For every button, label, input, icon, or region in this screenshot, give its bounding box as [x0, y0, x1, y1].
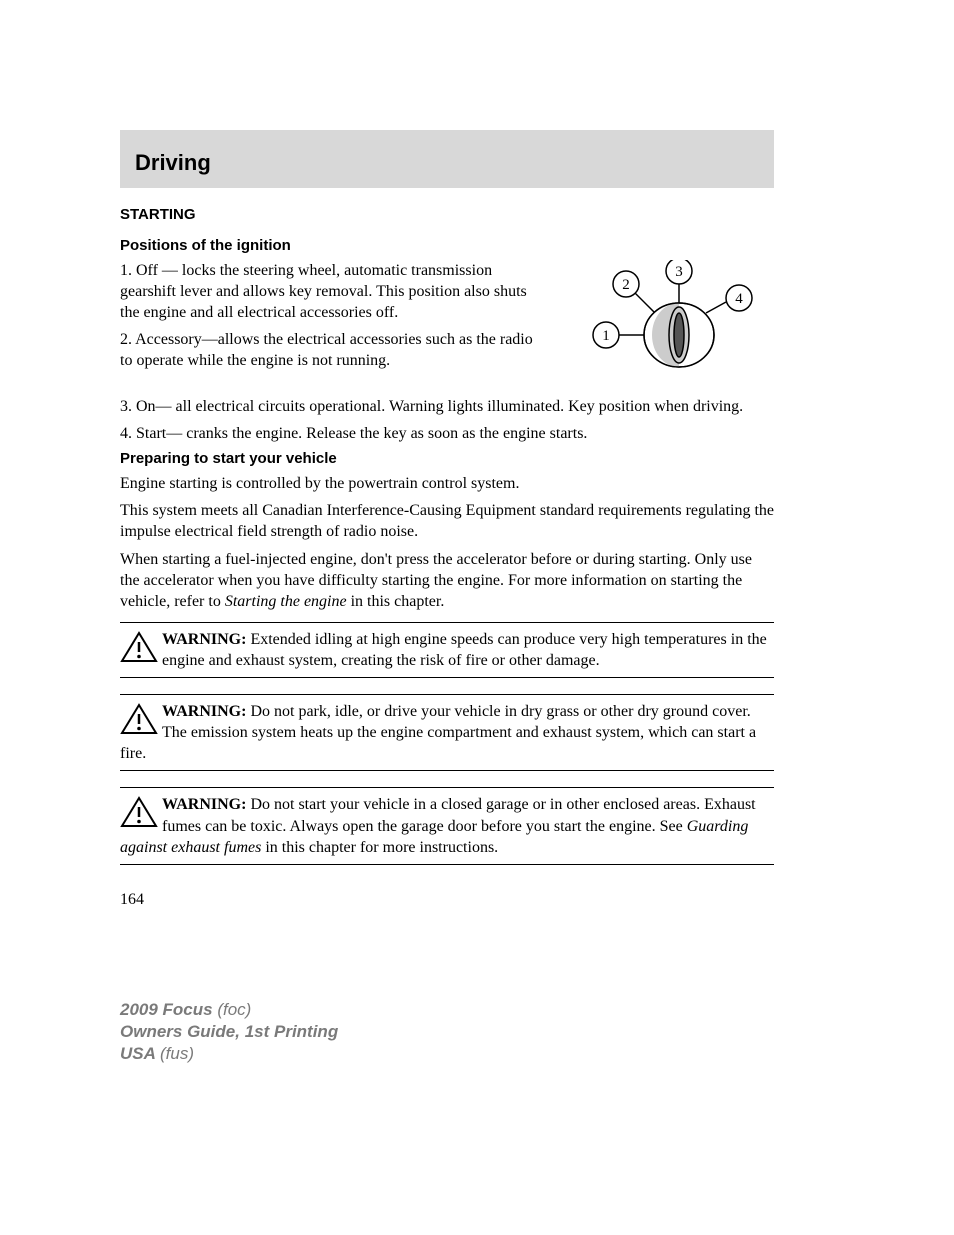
- warning-icon: [120, 703, 158, 735]
- footer-code-1: (foc): [217, 1000, 251, 1019]
- prep-3-italic: Starting the engine: [225, 593, 347, 610]
- warning-icon: [120, 796, 158, 828]
- position-3: 3. On— all electrical circuits operation…: [120, 396, 774, 417]
- footer-region: USA: [120, 1044, 160, 1063]
- warning-icon: [120, 631, 158, 663]
- page: Driving STARTING Positions of the igniti…: [0, 0, 954, 1125]
- heading-starting: STARTING: [120, 206, 774, 223]
- footer: 2009 Focus (foc) Owners Guide, 1st Print…: [120, 999, 774, 1065]
- warning-3b: in this chapter for more instructions.: [261, 839, 498, 856]
- warning-3a: Do not start your vehicle in a closed ga…: [162, 796, 756, 834]
- warning-2: WARNING: Do not park, idle, or drive you…: [120, 694, 774, 771]
- diagram-label-4: 4: [735, 291, 743, 307]
- prep-3: When starting a fuel-injected engine, do…: [120, 549, 774, 612]
- warning-3: WARNING: Do not start your vehicle in a …: [120, 787, 774, 864]
- prep-1: Engine starting is controlled by the pow…: [120, 473, 774, 494]
- diagram-label-1: 1: [602, 328, 610, 344]
- diagram-label-3: 3: [675, 264, 683, 280]
- footer-code-2: (fus): [160, 1044, 194, 1063]
- page-number: 164: [120, 891, 774, 909]
- ignition-diagram: 1 2 3 4: [564, 260, 774, 390]
- position-4: 4. Start— cranks the engine. Release the…: [120, 423, 774, 444]
- footer-model: 2009 Focus: [120, 1000, 217, 1019]
- warning-label: WARNING:: [162, 703, 246, 720]
- section-title: Driving: [135, 150, 759, 176]
- warning-label: WARNING:: [162, 796, 246, 813]
- heading-positions: Positions of the ignition: [120, 237, 774, 254]
- footer-line-2: Owners Guide, 1st Printing: [120, 1021, 774, 1043]
- prep-2: This system meets all Canadian Interfere…: [120, 500, 774, 542]
- diagram-label-2: 2: [622, 277, 630, 293]
- footer-line-1: 2009 Focus (foc): [120, 999, 774, 1021]
- prep-3b: in this chapter.: [347, 593, 445, 610]
- warning-1-text: Extended idling at high engine speeds ca…: [162, 631, 767, 669]
- heading-preparing: Preparing to start your vehicle: [120, 450, 774, 467]
- warning-1: WARNING: Extended idling at high engine …: [120, 622, 774, 678]
- footer-line-3: USA (fus): [120, 1043, 774, 1065]
- section-header: Driving: [120, 130, 774, 188]
- warning-label: WARNING:: [162, 631, 246, 648]
